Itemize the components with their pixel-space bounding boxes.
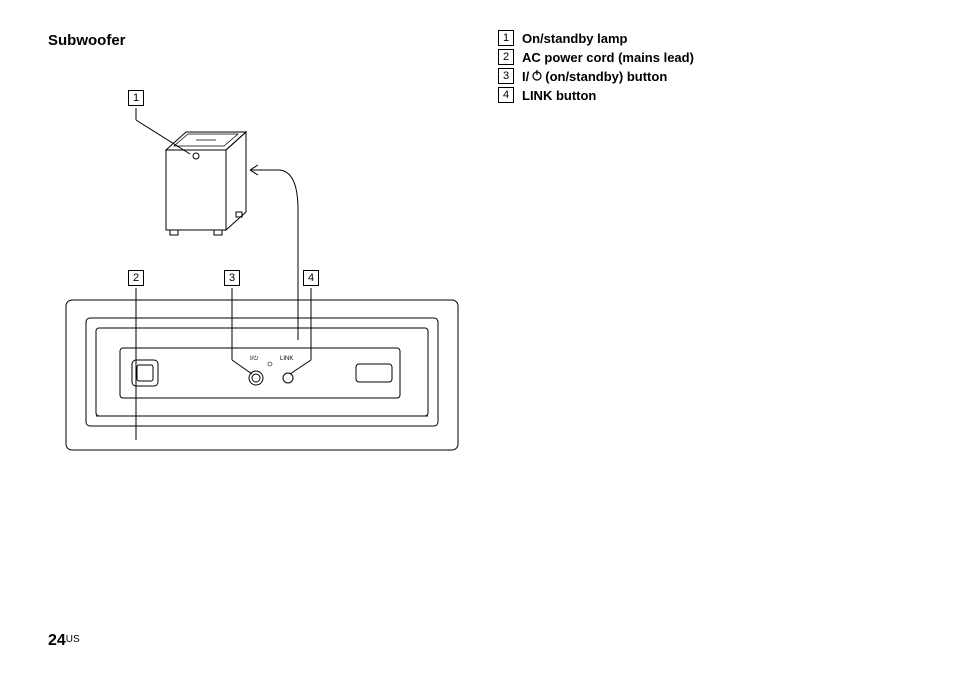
legend-text-3-prefix: I/ bbox=[522, 69, 529, 84]
legend-text-4: LINK button bbox=[522, 88, 596, 103]
legend-num-4: 4 bbox=[498, 87, 514, 103]
callout-4: 4 bbox=[303, 270, 319, 286]
legend-num-2: 2 bbox=[498, 49, 514, 65]
legend-row-1: 1 On/standby lamp bbox=[498, 30, 694, 46]
legend-num-3: 3 bbox=[498, 68, 514, 84]
legend-row-4: 4 LINK button bbox=[498, 87, 694, 103]
diagram: 1 2 3 4 bbox=[48, 60, 468, 460]
page-number-value: 24 bbox=[48, 632, 66, 649]
page-title: Subwoofer bbox=[48, 32, 126, 49]
legend-text-3: I/ (on/standby) button bbox=[522, 69, 667, 84]
callout-1: 1 bbox=[128, 90, 144, 106]
callout-3: 3 bbox=[224, 270, 240, 286]
legend-list: 1 On/standby lamp 2 AC power cord (mains… bbox=[498, 30, 694, 106]
svg-text:LINK: LINK bbox=[280, 356, 293, 362]
callout-2: 2 bbox=[128, 270, 144, 286]
legend-row-2: 2 AC power cord (mains lead) bbox=[498, 49, 694, 65]
page-region: US bbox=[66, 634, 80, 645]
page-number: 24US bbox=[48, 632, 80, 650]
diagram-svg: I/⏻ LINK bbox=[48, 60, 468, 460]
legend-text-2: AC power cord (mains lead) bbox=[522, 50, 694, 65]
legend-text-3-suffix: (on/standby) button bbox=[545, 69, 667, 84]
svg-text:I/⏻: I/⏻ bbox=[250, 355, 258, 362]
power-icon bbox=[531, 69, 543, 84]
legend-row-3: 3 I/ (on/standby) button bbox=[498, 68, 694, 84]
legend-text-1: On/standby lamp bbox=[522, 31, 627, 46]
legend-num-1: 1 bbox=[498, 30, 514, 46]
